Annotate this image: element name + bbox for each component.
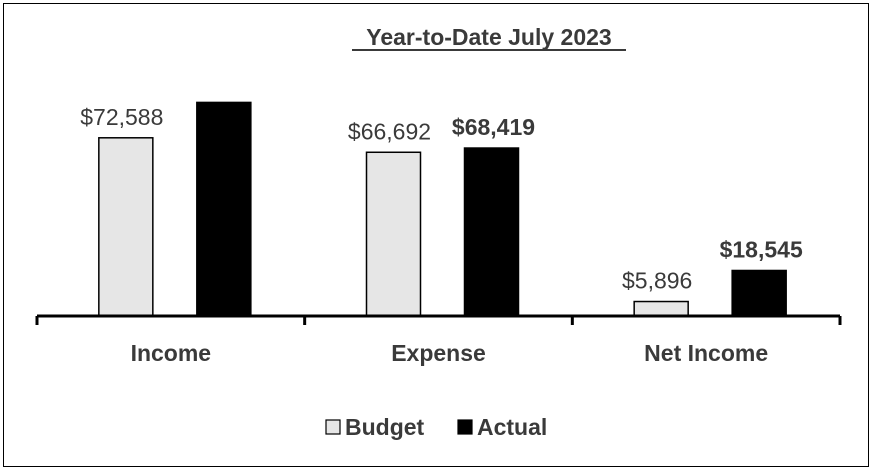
x-axis — [35, 314, 842, 325]
legend-label-budget: Budget — [345, 414, 425, 440]
bar-actual-net-income — [731, 269, 787, 317]
legend-swatch-budget — [325, 419, 341, 435]
category-labels: Income Expense Net Income — [131, 340, 769, 366]
legend-swatch-actual — [457, 419, 473, 435]
legend: Budget Actual — [325, 414, 547, 440]
data-labels: $72,588 $66,692 $68,419 $5,896 $18,545 — [80, 104, 803, 294]
bar-actual-income — [196, 101, 252, 317]
bar-budget-income — [98, 137, 154, 317]
data-label-budget-net-income: $5,896 — [622, 268, 692, 294]
category-label-income: Income — [131, 340, 212, 366]
category-label-net-income: Net Income — [644, 340, 768, 366]
chart-title: Year-to-Date July 2023 — [366, 24, 611, 50]
data-label-actual-net-income: $18,545 — [720, 236, 803, 262]
bar-budget-net-income — [633, 300, 689, 317]
category-label-expense: Expense — [391, 340, 486, 366]
data-label-actual-expense: $68,419 — [452, 114, 535, 140]
bar-budget-expense — [365, 151, 422, 317]
data-label-budget-expense: $66,692 — [348, 118, 431, 144]
bar-actual-expense — [463, 147, 520, 317]
data-label-budget-income: $72,588 — [80, 104, 163, 130]
legend-label-actual: Actual — [477, 414, 547, 440]
